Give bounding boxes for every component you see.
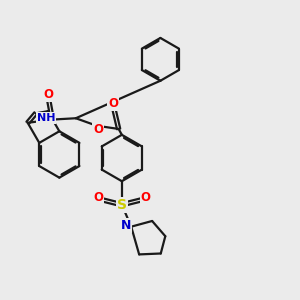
Text: O: O	[43, 88, 53, 101]
Text: N: N	[121, 219, 131, 232]
Text: O: O	[93, 123, 103, 136]
Text: O: O	[141, 191, 151, 204]
Text: O: O	[93, 191, 103, 204]
Text: S: S	[117, 198, 127, 212]
Text: NH: NH	[37, 113, 56, 123]
Text: O: O	[108, 97, 118, 110]
